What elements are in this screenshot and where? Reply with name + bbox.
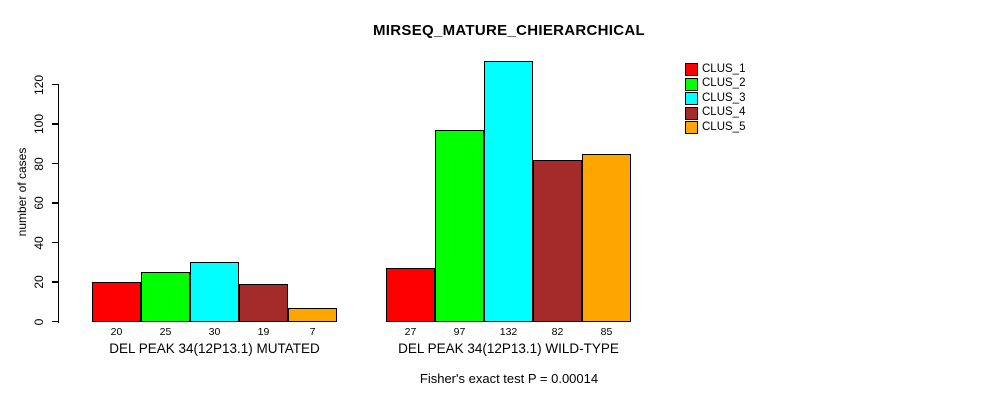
y-tick-label: 0	[32, 318, 46, 325]
bar-value-label: 85	[600, 326, 613, 338]
legend-label: CLUS_1	[702, 62, 746, 75]
bar	[141, 272, 190, 322]
y-tick	[52, 83, 59, 86]
bar	[435, 129, 484, 322]
y-tick	[52, 162, 59, 165]
bar-value-label: 19	[257, 326, 270, 338]
y-tick	[52, 123, 59, 125]
bar	[386, 268, 435, 322]
y-tick	[52, 241, 59, 244]
y-tick-label: 80	[32, 156, 46, 171]
bar-value-label: 132	[499, 326, 518, 338]
y-tick-label: 120	[32, 74, 46, 95]
bar-value-label: 97	[453, 326, 466, 338]
bar-value-label: 20	[110, 326, 123, 338]
y-tick	[52, 281, 59, 283]
group-label: DEL PEAK 34(12P13.1) WILD-TYPE	[398, 341, 619, 356]
bar	[239, 283, 288, 322]
y-axis-label: number of cases	[15, 147, 29, 237]
legend-label: CLUS_2	[702, 77, 746, 89]
y-tick-label: 20	[32, 275, 46, 289]
y-tick-label: 40	[32, 235, 46, 250]
bar-value-label: 27	[404, 326, 417, 338]
bar-value-label: 25	[159, 326, 172, 338]
legend-swatch	[685, 77, 698, 91]
y-tick	[52, 320, 59, 323]
y-tick-label: 60	[32, 196, 46, 210]
group-label: DEL PEAK 34(12P13.1) MUTATED	[109, 341, 320, 356]
legend-swatch	[685, 106, 698, 120]
y-tick-label: 100	[32, 113, 46, 135]
bar-value-label: 82	[551, 326, 564, 338]
bar	[92, 282, 141, 322]
bar	[582, 153, 631, 322]
legend-swatch	[685, 63, 698, 76]
bar	[190, 262, 239, 322]
chart-title: MIRSEQ_MATURE_CHIERARCHICAL	[373, 22, 645, 39]
bar-value-label: 7	[309, 326, 316, 338]
y-tick	[52, 202, 59, 204]
bar	[533, 159, 582, 322]
legend-swatch	[685, 92, 698, 105]
legend-label: CLUS_5	[702, 120, 746, 133]
legend-swatch	[685, 121, 698, 134]
footnote: Fisher's exact test P = 0.00014	[419, 371, 599, 386]
legend-label: CLUS_3	[702, 91, 746, 104]
legend-label: CLUS_4	[702, 106, 746, 118]
bar	[288, 307, 337, 322]
bar-value-label: 30	[208, 326, 221, 338]
bar	[484, 60, 533, 322]
